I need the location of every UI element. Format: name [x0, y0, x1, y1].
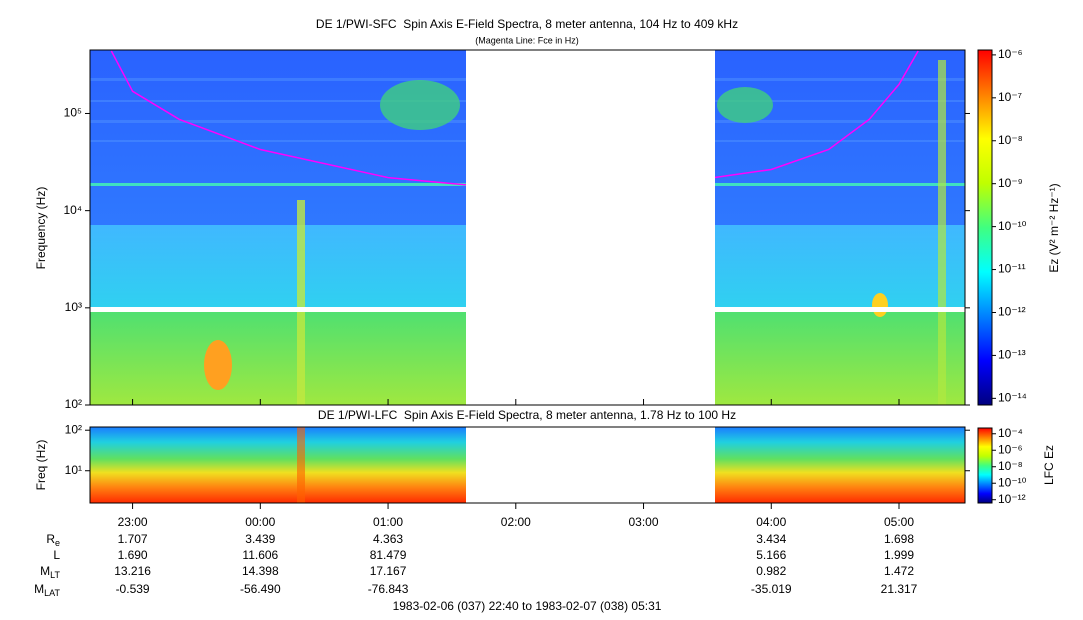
y-tick-label: 10⁵ — [64, 106, 82, 120]
y-tick-label: 10² — [65, 422, 82, 436]
ephemeris-label-sub: LAT — [44, 588, 60, 598]
colorbar-tick-label: 10⁻⁸ — [998, 459, 1023, 473]
y-axis-label: Frequency (Hz) — [34, 187, 48, 270]
chart-title: DE 1/PWI-SFC Spin Axis E-Field Spectra, … — [316, 17, 738, 31]
y-tick-label: 10⁴ — [63, 203, 82, 217]
ephemeris-label-main: L — [53, 548, 60, 562]
ephemeris-value: 21.317 — [881, 582, 918, 596]
colorbar-tick-label: 10⁻⁶ — [998, 442, 1023, 456]
ephemeris-value: 1.472 — [884, 564, 914, 578]
colorbar-tick-label: 10⁻⁹ — [998, 176, 1023, 190]
x-tick-label: 04:00 — [756, 515, 786, 529]
x-tick-label: 01:00 — [373, 515, 403, 529]
ephemeris-value: 5.166 — [756, 548, 786, 562]
ephemeris-label-main: R — [46, 532, 55, 546]
ephemeris-value: -76.843 — [368, 582, 409, 596]
y-tick-label: 10¹ — [65, 463, 82, 477]
ephemeris-value: -56.490 — [240, 582, 281, 596]
footer: 1983-02-06 (037) 22:40 to 1983-02-07 (03… — [393, 599, 662, 613]
colorbar-tick-label: 10⁻¹² — [998, 305, 1026, 319]
ephemeris-value: 0.982 — [756, 564, 786, 578]
y-tick-label: 10³ — [65, 300, 82, 314]
ephemeris-value: 3.439 — [245, 532, 275, 546]
ephemeris-label-main: M — [40, 564, 50, 578]
colorbar — [977, 49, 993, 406]
x-tick-label: 05:00 — [884, 515, 914, 529]
colorbar-label: Ez (V² m⁻² Hz⁻¹) — [1047, 183, 1061, 272]
y-tick-label: 10² — [65, 397, 82, 411]
ephemeris-value: -35.019 — [751, 582, 792, 596]
ephemeris-label-main: M — [34, 582, 44, 596]
colorbar-tick-label: 10⁻¹⁴ — [998, 391, 1027, 405]
ephemeris-value: 17.167 — [370, 564, 407, 578]
ephemeris-value: 1.999 — [884, 548, 914, 562]
chart-title: DE 1/PWI-LFC Spin Axis E-Field Spectra, … — [318, 408, 736, 422]
x-tick-label: 02:00 — [501, 515, 531, 529]
ephemeris-label: MLAT — [34, 582, 60, 598]
ephemeris-label: L — [53, 548, 60, 562]
ephemeris-value: 3.434 — [756, 532, 786, 546]
ephemeris-value: 11.606 — [242, 548, 278, 562]
colorbar-tick-label: 10⁻¹² — [998, 492, 1026, 506]
ephemeris-value: 4.363 — [373, 532, 403, 546]
ephemeris-value: 1.698 — [884, 532, 914, 546]
x-tick-label: 23:00 — [118, 515, 148, 529]
spectrogram-image — [90, 50, 965, 503]
ephemeris-label: Re — [46, 532, 60, 548]
colorbar-tick-label: 10⁻¹⁰ — [998, 219, 1027, 233]
colorbar-tick-label: 10⁻¹³ — [998, 348, 1026, 362]
ephemeris-value: -0.539 — [116, 582, 150, 596]
ephemeris-value: 81.479 — [370, 548, 407, 562]
ephemeris-label-sub: LT — [50, 570, 60, 580]
colorbar-tick-label: 10⁻⁸ — [998, 133, 1023, 147]
y-axis-label: Freq (Hz) — [34, 440, 48, 491]
ephemeris-value: 14.398 — [242, 564, 279, 578]
ephemeris-label-sub: e — [55, 538, 60, 548]
colorbar — [977, 427, 993, 504]
x-tick-label: 03:00 — [629, 515, 659, 529]
colorbar-label: LFC Ez — [1042, 445, 1056, 485]
ephemeris-label: MLT — [40, 564, 60, 580]
colorbar-tick-label: 10⁻⁴ — [998, 426, 1023, 440]
ephemeris-value: 1.690 — [118, 548, 148, 562]
colorbar-tick-label: 10⁻¹¹ — [998, 262, 1026, 276]
colorbar-tick-label: 10⁻¹⁰ — [998, 475, 1027, 489]
chart-subtitle: (Magenta Line: Fce in Hz) — [475, 35, 579, 45]
colorbar-tick-label: 10⁻⁶ — [998, 47, 1023, 61]
x-tick-label: 00:00 — [245, 515, 275, 529]
ephemeris-value: 13.216 — [114, 564, 151, 578]
colorbar-tick-label: 10⁻⁷ — [998, 90, 1022, 104]
data-gap — [466, 427, 715, 503]
ephemeris-value: 1.707 — [118, 532, 148, 546]
data-gap — [466, 50, 715, 405]
